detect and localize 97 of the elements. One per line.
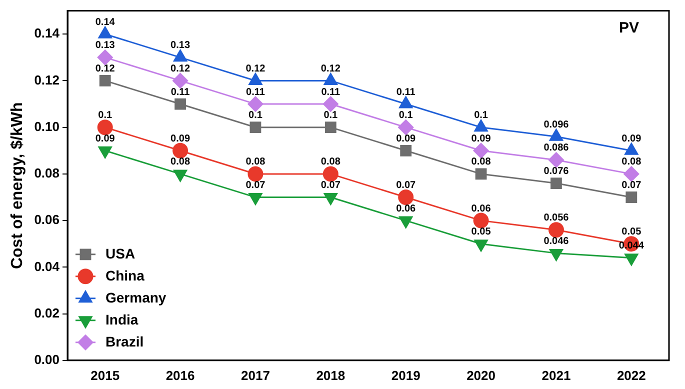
data-label: 0.1 xyxy=(474,110,488,122)
y-axis-title: Cost of energy, $/kWh xyxy=(9,102,26,270)
data-label: 0.12 xyxy=(95,63,116,74)
data-label: 0.07 xyxy=(622,180,642,192)
data-label: 0.09 xyxy=(170,133,190,144)
point xyxy=(473,212,489,228)
legend-label: India xyxy=(106,311,138,328)
y-tick-label: 0.10 xyxy=(34,118,60,134)
y-tick-label: 0.14 xyxy=(34,26,60,41)
data-label: 0.12 xyxy=(246,63,266,74)
data-label: 0.09 xyxy=(471,133,492,144)
point xyxy=(174,98,186,110)
x-tick-label: 2015 xyxy=(90,368,120,383)
point xyxy=(248,72,262,85)
x-tick-label: 2019 xyxy=(391,368,420,383)
legend-label: USA xyxy=(106,245,136,262)
data-label: 0.06 xyxy=(471,203,492,214)
data-label: 0.1 xyxy=(248,110,263,122)
point xyxy=(473,142,489,158)
data-label: 0.14 xyxy=(95,16,116,28)
point xyxy=(248,166,264,182)
y-tick-label: 0.04 xyxy=(34,258,60,274)
x-tick-label: 2018 xyxy=(316,368,346,383)
data-label: 0.12 xyxy=(320,63,341,74)
data-label: 0.07 xyxy=(246,180,266,192)
data-label: 0.07 xyxy=(396,180,416,192)
point xyxy=(99,75,111,86)
data-label: 0.07 xyxy=(320,180,341,192)
point xyxy=(324,193,338,206)
point xyxy=(475,168,487,180)
data-label: 0.05 xyxy=(622,226,642,238)
data-label: 0.13 xyxy=(170,40,190,52)
point xyxy=(624,166,640,182)
point xyxy=(474,240,488,252)
point xyxy=(324,72,338,85)
data-label: 0.076 xyxy=(544,166,570,178)
y-tick-label: 0.06 xyxy=(34,212,60,228)
point xyxy=(322,166,338,182)
data-label: 0.09 xyxy=(95,133,116,144)
point xyxy=(398,120,414,136)
data-label: 0.08 xyxy=(471,156,492,168)
point xyxy=(398,190,414,206)
point xyxy=(548,222,564,238)
point xyxy=(172,142,188,158)
data-label: 0.08 xyxy=(622,156,642,168)
data-label: 0.11 xyxy=(170,86,190,98)
point xyxy=(322,96,338,112)
legend-label: China xyxy=(106,267,145,284)
x-tick-label: 2016 xyxy=(166,368,195,383)
point xyxy=(400,144,412,156)
point xyxy=(248,193,262,206)
data-label: 0.08 xyxy=(320,156,341,168)
data-label: 0.086 xyxy=(544,142,570,154)
annotation: PV xyxy=(618,19,639,36)
legend-label: Germany xyxy=(106,289,166,306)
point xyxy=(548,152,564,168)
data-label: 0.08 xyxy=(246,156,266,168)
point xyxy=(549,248,564,261)
data-label: 0.056 xyxy=(544,212,570,224)
data-label: 0.08 xyxy=(170,156,190,168)
x-tick-label: 2021 xyxy=(542,368,571,383)
data-label: 0.11 xyxy=(321,86,341,98)
point xyxy=(172,72,188,88)
point xyxy=(97,50,113,66)
point xyxy=(626,192,638,203)
x-tick-label: 2020 xyxy=(466,368,496,383)
data-label: 0.11 xyxy=(396,86,416,98)
data-label: 0.09 xyxy=(396,133,416,144)
x-tick-label: 2017 xyxy=(241,368,270,383)
point xyxy=(250,122,262,134)
y-tick-label: 0.08 xyxy=(34,166,60,181)
point xyxy=(399,216,413,228)
point xyxy=(624,254,638,266)
point xyxy=(173,50,188,62)
data-label: 0.1 xyxy=(324,110,338,122)
x-tick-label: 2022 xyxy=(616,368,646,383)
data-label: 0.13 xyxy=(95,40,116,52)
data-label: 0.096 xyxy=(544,119,570,130)
point xyxy=(248,96,264,112)
data-label: 0.11 xyxy=(246,86,266,98)
point xyxy=(98,26,112,38)
point xyxy=(399,96,413,108)
point xyxy=(474,120,488,132)
data-label: 0.1 xyxy=(98,110,112,122)
legend-label: Brazil xyxy=(106,333,144,350)
data-label: 0.05 xyxy=(471,226,492,238)
data-label: 0.09 xyxy=(622,133,642,144)
point xyxy=(550,178,562,189)
point xyxy=(324,122,336,134)
y-tick-label: 0.02 xyxy=(34,305,60,320)
y-tick-label: 0.00 xyxy=(34,352,60,367)
data-label: 0.06 xyxy=(396,203,416,214)
data-label: 0.1 xyxy=(398,110,414,122)
data-label: 0.046 xyxy=(544,236,570,247)
point xyxy=(97,120,113,136)
y-tick-label: 0.12 xyxy=(34,72,60,88)
data-label: 0.12 xyxy=(170,63,190,74)
